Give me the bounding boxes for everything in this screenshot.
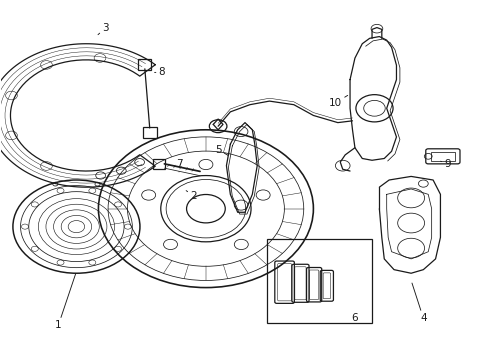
Text: 6: 6 [352, 313, 358, 323]
Text: 5: 5 [215, 144, 228, 155]
Text: 7: 7 [176, 159, 182, 172]
Text: 8: 8 [155, 67, 165, 77]
Text: 2: 2 [186, 190, 197, 201]
Text: 10: 10 [329, 95, 348, 108]
Bar [267, 239, 372, 323]
Text: 4: 4 [412, 283, 427, 323]
Text: 9: 9 [441, 159, 451, 169]
Text: 1: 1 [55, 274, 75, 330]
Text: 3: 3 [98, 23, 109, 35]
